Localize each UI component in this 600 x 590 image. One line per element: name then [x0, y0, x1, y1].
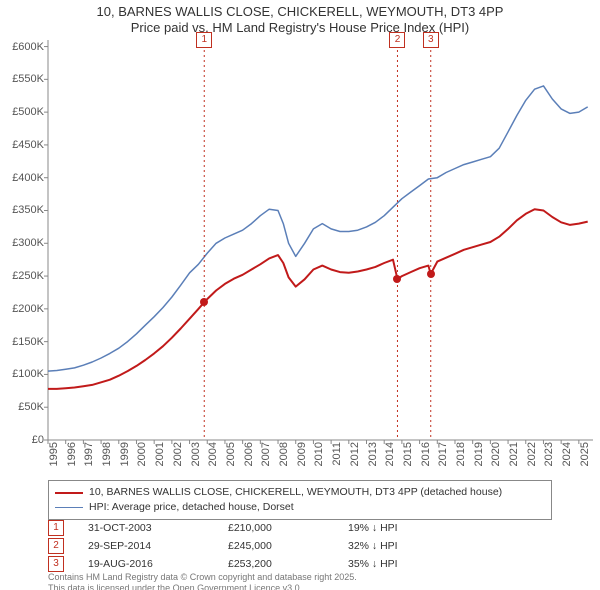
x-tick-label: 2018 — [455, 442, 467, 466]
y-tick-label: £550K — [12, 73, 44, 85]
sales-row-delta: 19% ↓ HPI — [348, 522, 468, 534]
y-tick-label: £250K — [12, 270, 44, 282]
y-axis-ticks: £0£50K£100K£150K£200K£250K£300K£350K£400… — [0, 40, 46, 440]
sales-row-date: 19-AUG-2016 — [88, 558, 228, 570]
x-tick-label: 2002 — [172, 442, 184, 466]
x-tick-label: 1997 — [83, 442, 95, 466]
attribution-footer: Contains HM Land Registry data © Crown c… — [48, 572, 357, 590]
x-tick-label: 2012 — [349, 442, 361, 466]
x-tick-label: 1999 — [119, 442, 131, 466]
sale-marker-3: 3 — [423, 32, 439, 48]
legend-swatch-hpi — [55, 507, 83, 508]
legend-swatch-price-paid — [55, 492, 83, 494]
x-tick-label: 2020 — [490, 442, 502, 466]
sales-row-delta: 35% ↓ HPI — [348, 558, 468, 570]
sales-row-marker: 2 — [48, 538, 64, 554]
x-tick-label: 2017 — [437, 442, 449, 466]
x-tick-label: 2006 — [243, 442, 255, 466]
y-tick-label: £0 — [32, 434, 44, 446]
x-tick-label: 2015 — [402, 442, 414, 466]
legend-row-hpi: HPI: Average price, detached house, Dors… — [55, 500, 545, 515]
sales-row: 2 29-SEP-2014£245,00032% ↓ HPI — [48, 538, 548, 554]
x-tick-label: 2004 — [207, 442, 219, 466]
x-tick-label: 2025 — [579, 442, 591, 466]
legend-row-price-paid: 10, BARNES WALLIS CLOSE, CHICKERELL, WEY… — [55, 485, 545, 500]
sales-row-date: 29-SEP-2014 — [88, 540, 228, 552]
sale-marker-1: 1 — [196, 32, 212, 48]
y-tick-label: £100K — [12, 368, 44, 380]
sale-dot-3 — [427, 270, 435, 278]
x-tick-label: 2007 — [260, 442, 272, 466]
legend-label-hpi: HPI: Average price, detached house, Dors… — [89, 500, 294, 515]
x-tick-label: 2011 — [331, 442, 343, 466]
y-tick-label: £50K — [18, 401, 44, 413]
sales-row-marker: 1 — [48, 520, 64, 536]
sales-row-price: £253,200 — [228, 558, 348, 570]
chart-svg — [48, 40, 593, 440]
x-tick-label: 2003 — [190, 442, 202, 466]
x-tick-label: 1995 — [48, 442, 60, 466]
x-tick-label: 2021 — [508, 442, 520, 466]
sales-row-delta: 32% ↓ HPI — [348, 540, 468, 552]
x-tick-label: 2001 — [154, 442, 166, 466]
x-tick-label: 1998 — [101, 442, 113, 466]
y-tick-label: £150K — [12, 336, 44, 348]
y-tick-label: £600K — [12, 41, 44, 53]
sales-row-date: 31-OCT-2003 — [88, 522, 228, 534]
y-tick-label: £500K — [12, 106, 44, 118]
chart-container: 10, BARNES WALLIS CLOSE, CHICKERELL, WEY… — [0, 0, 600, 590]
sales-row: 1 31-OCT-2003£210,00019% ↓ HPI — [48, 520, 548, 536]
y-tick-label: £300K — [12, 237, 44, 249]
y-tick-label: £450K — [12, 139, 44, 151]
sales-row-price: £245,000 — [228, 540, 348, 552]
x-tick-label: 2024 — [561, 442, 573, 466]
title-line-1: 10, BARNES WALLIS CLOSE, CHICKERELL, WEY… — [97, 4, 504, 19]
chart-title: 10, BARNES WALLIS CLOSE, CHICKERELL, WEY… — [0, 4, 600, 36]
footer-line-2: This data is licensed under the Open Gov… — [48, 583, 302, 590]
sale-marker-2: 2 — [389, 32, 405, 48]
x-tick-label: 2013 — [367, 442, 379, 466]
plot-area: 123 — [48, 40, 593, 440]
sales-row-marker: 3 — [48, 556, 64, 572]
y-tick-label: £350K — [12, 204, 44, 216]
x-tick-label: 2022 — [526, 442, 538, 466]
x-tick-label: 1996 — [66, 442, 78, 466]
x-tick-label: 2016 — [420, 442, 432, 466]
y-tick-label: £200K — [12, 303, 44, 315]
sales-row: 3 19-AUG-2016£253,20035% ↓ HPI — [48, 556, 548, 572]
legend: 10, BARNES WALLIS CLOSE, CHICKERELL, WEY… — [48, 480, 552, 520]
x-tick-label: 2010 — [313, 442, 325, 466]
x-tick-label: 2023 — [543, 442, 555, 466]
x-tick-label: 2019 — [473, 442, 485, 466]
sale-dot-2 — [393, 275, 401, 283]
x-tick-label: 2009 — [296, 442, 308, 466]
footer-line-1: Contains HM Land Registry data © Crown c… — [48, 572, 357, 582]
x-axis-ticks: 1995 1996 1997 1998 1999 2000 2001 2002 2003 2004… — [48, 442, 593, 478]
x-tick-label: 2005 — [225, 442, 237, 466]
title-line-2: Price paid vs. HM Land Registry's House … — [131, 20, 469, 35]
sale-dot-1 — [200, 298, 208, 306]
legend-label-price-paid: 10, BARNES WALLIS CLOSE, CHICKERELL, WEY… — [89, 485, 502, 500]
x-tick-label: 2008 — [278, 442, 290, 466]
x-tick-label: 2014 — [384, 442, 396, 466]
x-tick-label: 2000 — [136, 442, 148, 466]
sales-row-price: £210,000 — [228, 522, 348, 534]
sales-table: 1 31-OCT-2003£210,00019% ↓ HPI 2 29-SEP-201… — [48, 520, 548, 574]
y-tick-label: £400K — [12, 172, 44, 184]
